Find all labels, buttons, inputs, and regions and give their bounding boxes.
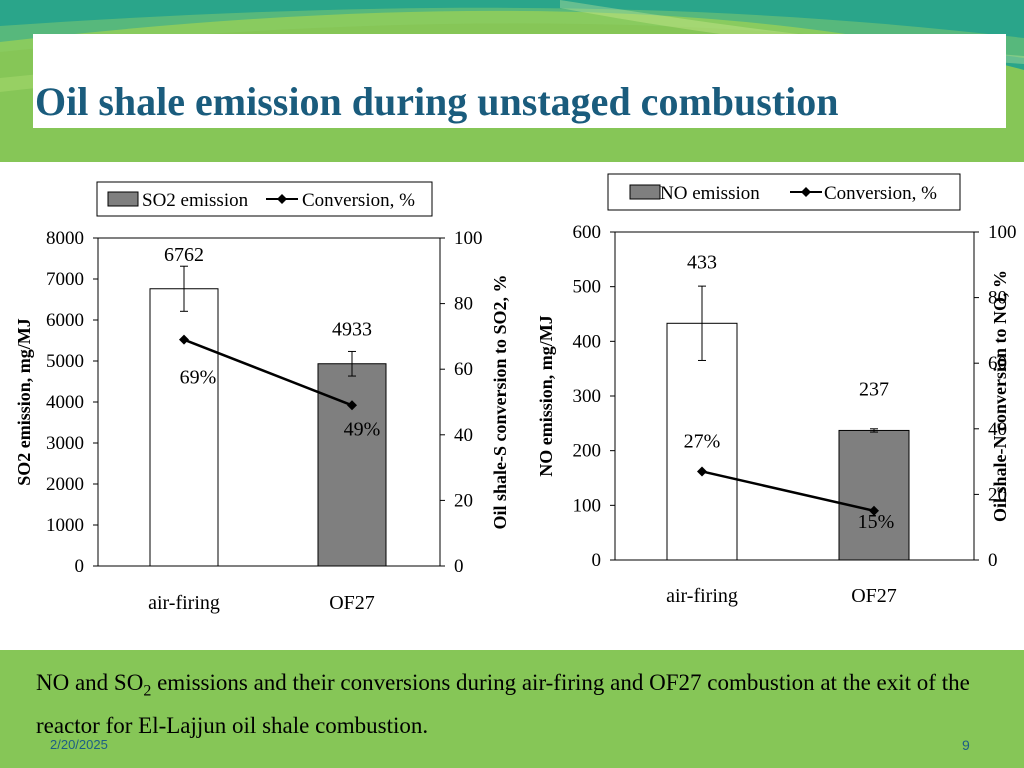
so2-category-label: air-firing bbox=[148, 592, 220, 614]
so2-conversion-marker bbox=[179, 334, 189, 345]
no-legend-swatch-bar bbox=[629, 184, 661, 200]
no-legend-box bbox=[607, 173, 961, 211]
so2-category-label: OF27 bbox=[329, 592, 375, 614]
so2-legend-label-bar: SO2 emission bbox=[142, 190, 249, 211]
no-conversion-line bbox=[701, 470, 875, 513]
so2-conversion-line bbox=[183, 338, 353, 407]
so2-ytick-label: 2000 bbox=[46, 474, 84, 495]
no-ytick-label: 0 bbox=[592, 550, 602, 571]
so2-conversion-label: 49% bbox=[344, 418, 381, 440]
so2-y2tick-label: 0 bbox=[454, 556, 464, 577]
so2-conversion-marker bbox=[347, 400, 357, 411]
so2-y2tick-label: 20 bbox=[454, 490, 473, 511]
no-conversion-label: 15% bbox=[858, 511, 895, 533]
no-conversion-marker bbox=[697, 466, 707, 477]
so2-bar-value-label: 4933 bbox=[332, 319, 372, 341]
slide-date: 2/20/2025 bbox=[50, 737, 108, 752]
no-bar-value-label: 237 bbox=[859, 378, 889, 400]
so2-bar-air-firing bbox=[149, 288, 219, 567]
no-chart: 0 100 200 300 400 500 600 0 20 40 60 80 100 NO emissi… bbox=[536, 173, 1017, 607]
slide-number: 9 bbox=[962, 737, 970, 753]
so2-bar-value-label: 6762 bbox=[164, 244, 204, 266]
no-legend-label-bar: NO emission bbox=[660, 183, 760, 204]
so2-plot-frame bbox=[97, 237, 441, 567]
so2-ytick-label: 3000 bbox=[46, 433, 84, 454]
caption-subscript: 2 bbox=[143, 682, 152, 700]
no-category-label: air-firing bbox=[666, 585, 738, 607]
so2-legend-label-line: Conversion, % bbox=[302, 190, 415, 211]
no-ytick-label: 200 bbox=[573, 441, 602, 462]
so2-y2label: Oil shale-S conversion to SO2, % bbox=[490, 274, 510, 529]
title-box: Oil shale emission during unstaged combu… bbox=[33, 34, 1006, 128]
slide-title: Oil shale emission during unstaged combu… bbox=[35, 79, 839, 124]
no-conversion-marker bbox=[869, 505, 879, 516]
no-bar-value-label: 433 bbox=[687, 251, 717, 273]
so2-ytick-label: 4000 bbox=[46, 392, 84, 413]
caption-text-end: emissions and their conversions during a… bbox=[36, 670, 970, 738]
no-y2tick-label: 40 bbox=[988, 419, 1007, 440]
no-conversion-label: 27% bbox=[684, 430, 721, 452]
figure-caption: NO and SO2 emissions and their conversio… bbox=[36, 666, 1024, 743]
so2-bar-of27 bbox=[317, 363, 387, 567]
no-ylabel: NO emission, mg/MJ bbox=[536, 315, 556, 477]
no-y2tick-label: 20 bbox=[988, 484, 1007, 505]
no-legend-label-line: Conversion, % bbox=[824, 183, 937, 204]
so2-ytick-label: 6000 bbox=[46, 310, 84, 331]
no-ytick-label: 600 bbox=[573, 222, 602, 243]
so2-ytick-label: 8000 bbox=[46, 228, 84, 249]
so2-legend-marker bbox=[277, 194, 287, 204]
so2-y2tick-label: 80 bbox=[454, 294, 473, 315]
so2-conversion-label: 69% bbox=[180, 367, 217, 389]
no-ytick-label: 100 bbox=[573, 495, 602, 516]
no-y2tick-label: 100 bbox=[988, 222, 1017, 243]
so2-legend-swatch-bar bbox=[107, 191, 139, 207]
so2-y2tick-label: 60 bbox=[454, 359, 473, 380]
so2-y2tick-label: 40 bbox=[454, 425, 473, 446]
so2-ylabel: SO2 emission, mg/MJ bbox=[14, 318, 34, 486]
no-bar-of27 bbox=[838, 429, 910, 561]
no-y2tick-label: 80 bbox=[988, 288, 1007, 309]
so2-chart: 0 1000 2000 3000 4000 5000 6000 7000 8000 0 20 40 60… bbox=[14, 181, 510, 614]
no-ytick-label: 500 bbox=[573, 277, 602, 298]
no-bar-air-firing bbox=[666, 322, 738, 561]
no-y2tick-label: 0 bbox=[988, 550, 998, 571]
caption-text-start: NO and SO bbox=[36, 670, 144, 695]
no-legend-marker bbox=[801, 187, 811, 197]
so2-legend-box bbox=[96, 181, 433, 217]
no-y2tick-label: 60 bbox=[988, 353, 1007, 374]
no-category-label: OF27 bbox=[851, 585, 897, 607]
so2-ytick-label: 5000 bbox=[46, 351, 84, 372]
so2-ytick-label: 1000 bbox=[46, 515, 84, 536]
so2-ytick-label: 0 bbox=[75, 556, 85, 577]
no-ytick-label: 300 bbox=[573, 386, 602, 407]
no-ytick-label: 400 bbox=[573, 331, 602, 352]
chart-panel: 0 1000 2000 3000 4000 5000 6000 7000 8000 0 20 40 60… bbox=[0, 162, 1024, 650]
so2-y2tick-label: 100 bbox=[454, 228, 483, 249]
no-y2label: Oil shale-N conversion to NO, % bbox=[990, 270, 1010, 522]
so2-ytick-label: 7000 bbox=[46, 269, 84, 290]
